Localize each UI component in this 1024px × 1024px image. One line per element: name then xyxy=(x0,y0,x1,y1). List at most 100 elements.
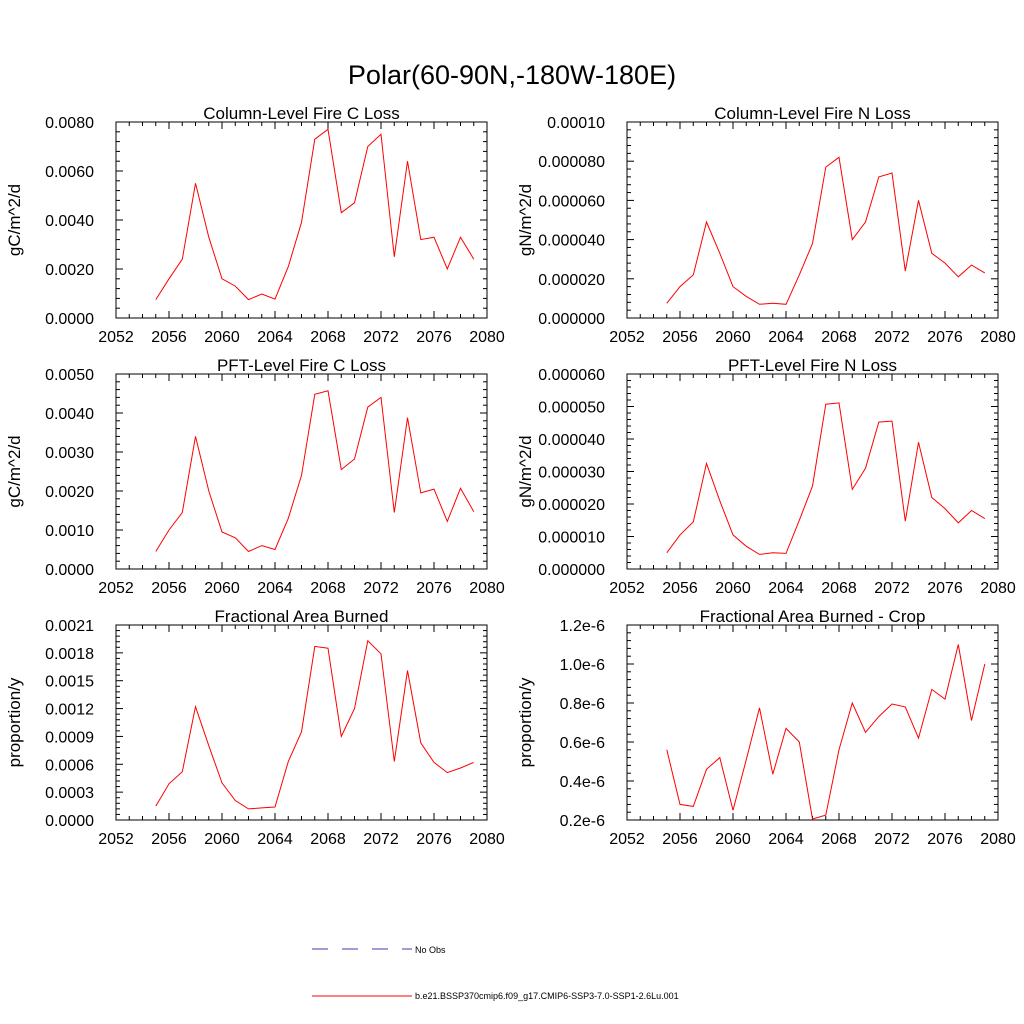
legend-label-case: b.e21.BSSP370cmip6.f09_g17.CMIP6-SSP3-7.… xyxy=(415,991,679,1001)
x-tick-label: 2056 xyxy=(662,580,698,597)
x-tick-label: 2080 xyxy=(469,831,505,848)
panel-title: PFT-Level Fire C Loss xyxy=(217,356,386,375)
y-tick-label: 0.0000 xyxy=(45,311,94,328)
y-tick-label: 0.0015 xyxy=(45,674,94,691)
panel-title: PFT-Level Fire N Loss xyxy=(728,356,897,375)
x-tick-label: 2072 xyxy=(874,580,910,597)
y-tick-label: 0.0060 xyxy=(45,164,94,181)
y-tick-label: 0.0050 xyxy=(45,367,94,384)
legend-label-no-obs: No Obs xyxy=(415,945,446,955)
x-tick-label: 2060 xyxy=(715,831,751,848)
x-tick-label: 2080 xyxy=(469,580,505,597)
y-tick-label: 0.000060 xyxy=(538,367,605,384)
panel-title: Fractional Area Burned xyxy=(215,607,389,626)
y-tick-label: 1.2e-6 xyxy=(560,618,605,635)
x-tick-label: 2072 xyxy=(363,580,399,597)
y-axis-label: gN/m^2/d xyxy=(516,435,535,507)
x-tick-label: 2072 xyxy=(363,831,399,848)
y-tick-label: 0.000020 xyxy=(538,497,605,514)
x-tick-label: 2076 xyxy=(416,580,452,597)
x-tick-label: 2080 xyxy=(980,580,1016,597)
y-tick-label: 0.000030 xyxy=(538,465,605,482)
x-tick-label: 2056 xyxy=(662,831,698,848)
x-tick-label: 2080 xyxy=(980,831,1016,848)
y-tick-label: 0.2e-6 xyxy=(560,813,605,830)
series-line-1 xyxy=(666,402,986,555)
y-tick-label: 0.000050 xyxy=(538,400,605,417)
y-axis-label: proportion/y xyxy=(516,677,535,767)
plot-frame xyxy=(626,624,999,821)
y-tick-label: 0.000060 xyxy=(538,193,605,210)
y-tick-label: 0.0040 xyxy=(45,406,94,423)
x-tick-label: 2056 xyxy=(151,329,187,346)
x-tick-label: 2076 xyxy=(416,329,452,346)
x-tick-label: 2064 xyxy=(257,329,293,346)
x-tick-label: 2056 xyxy=(662,329,698,346)
chart-panel-6: Fractional Area Burned - Crop proportion/… xyxy=(516,607,1016,848)
plot-frame xyxy=(115,373,488,570)
panel-title: Fractional Area Burned - Crop xyxy=(700,607,926,626)
series-line-1 xyxy=(155,128,475,301)
y-tick-label: 0.000000 xyxy=(538,562,605,579)
x-tick-label: 2064 xyxy=(768,580,804,597)
y-tick-label: 0.0020 xyxy=(45,484,94,501)
x-tick-label: 2076 xyxy=(927,580,963,597)
x-tick-label: 2052 xyxy=(609,329,645,346)
y-tick-label: 0.000010 xyxy=(538,530,605,547)
x-tick-label: 2076 xyxy=(927,831,963,848)
chart-panel-3: PFT-Level Fire C Loss gC/m^2/d 2052 2056 206… xyxy=(5,356,505,597)
x-tick-label: 2060 xyxy=(204,831,240,848)
y-tick-label: 0.0080 xyxy=(45,115,94,132)
x-tick-label: 2064 xyxy=(257,580,293,597)
plot-frame xyxy=(115,624,488,821)
y-tick-label: 0.000020 xyxy=(538,272,605,289)
y-tick-label: 0.4e-6 xyxy=(560,774,605,791)
y-tick-label: 0.000000 xyxy=(538,311,605,328)
x-tick-label: 2052 xyxy=(98,831,134,848)
y-tick-label: 0.8e-6 xyxy=(560,696,605,713)
y-tick-label: 0.0012 xyxy=(45,702,94,719)
x-tick-label: 2068 xyxy=(310,831,346,848)
x-tick-label: 2072 xyxy=(874,831,910,848)
y-tick-label: 0.0040 xyxy=(45,213,94,230)
y-tick-label: 1.0e-6 xyxy=(560,657,605,674)
y-tick-label: 0.000040 xyxy=(538,432,605,449)
panel-title: Column-Level Fire C Loss xyxy=(203,104,400,123)
x-tick-label: 2072 xyxy=(874,329,910,346)
x-tick-label: 2052 xyxy=(609,580,645,597)
x-tick-label: 2064 xyxy=(768,329,804,346)
y-tick-label: 0.0000 xyxy=(45,562,94,579)
y-tick-label: 0.0010 xyxy=(45,523,94,540)
y-tick-label: 0.0021 xyxy=(45,618,94,635)
x-tick-label: 2068 xyxy=(310,580,346,597)
chart-panel-5: Fractional Area Burned proportion/y 2052 20… xyxy=(5,607,505,848)
y-tick-label: 0.0030 xyxy=(45,445,94,462)
y-tick-label: 0.0018 xyxy=(45,646,94,663)
chart-panel-2: Column-Level Fire N Loss gN/m^2/d 2052 2056… xyxy=(516,104,1016,346)
y-tick-label: 0.6e-6 xyxy=(560,735,605,752)
x-tick-label: 2060 xyxy=(715,580,751,597)
y-tick-label: 0.000040 xyxy=(538,233,605,250)
y-tick-label: 0.0009 xyxy=(45,729,94,746)
x-tick-label: 2068 xyxy=(821,831,857,848)
x-tick-label: 2064 xyxy=(257,831,293,848)
x-tick-label: 2060 xyxy=(204,580,240,597)
y-axis-label: proportion/y xyxy=(5,677,24,767)
x-tick-label: 2080 xyxy=(980,329,1016,346)
y-tick-label: 0.0003 xyxy=(45,785,94,802)
y-tick-label: 0.0006 xyxy=(45,757,94,774)
legend: No Obs b.e21.BSSP370cmip6.f09_g17.CMIP6-… xyxy=(312,945,679,1001)
x-tick-label: 2056 xyxy=(151,831,187,848)
x-tick-label: 2064 xyxy=(768,831,804,848)
x-tick-label: 2072 xyxy=(363,329,399,346)
y-tick-label: 0.000080 xyxy=(538,154,605,171)
y-axis-label: gN/m^2/d xyxy=(516,184,535,256)
series-line-1 xyxy=(155,390,475,553)
x-tick-label: 2052 xyxy=(609,831,645,848)
plot-frame xyxy=(626,373,999,570)
series-line-1 xyxy=(666,644,986,820)
panel-title: Column-Level Fire N Loss xyxy=(714,104,911,123)
x-tick-label: 2060 xyxy=(204,329,240,346)
series-line-1 xyxy=(666,156,986,305)
